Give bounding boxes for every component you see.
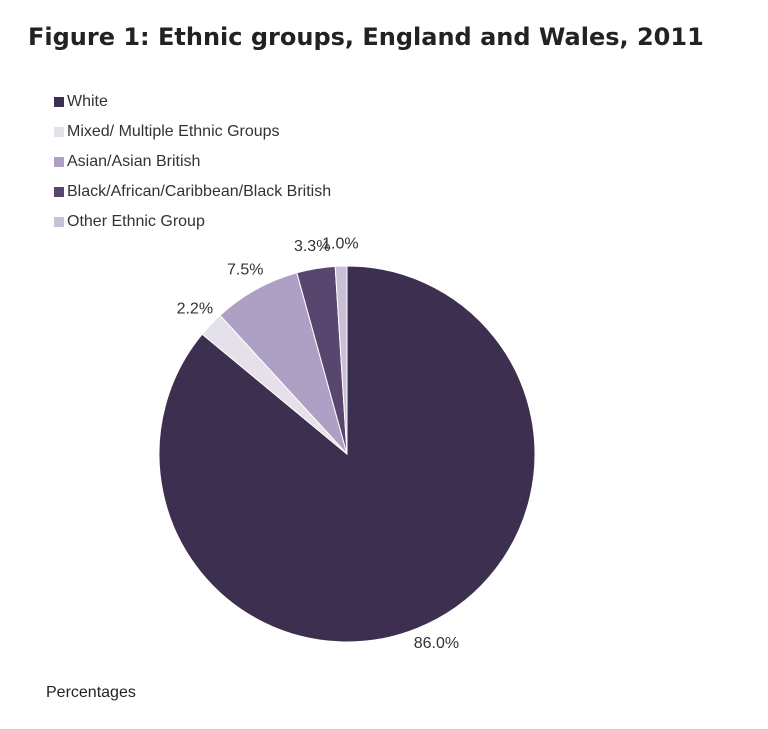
data-label: 2.2% bbox=[177, 301, 213, 318]
data-label: 7.5% bbox=[227, 262, 263, 279]
legend-swatch bbox=[54, 157, 64, 167]
data-label: 86.0% bbox=[414, 635, 459, 652]
legend-label: Black/African/Caribbean/Black British bbox=[67, 183, 331, 200]
data-label: 1.0% bbox=[322, 235, 358, 252]
chart-title: Figure 1: Ethnic groups, England and Wal… bbox=[28, 23, 704, 51]
legend-swatch bbox=[54, 217, 64, 227]
legend-label: Asian/Asian British bbox=[67, 153, 200, 170]
legend-swatch bbox=[54, 97, 64, 107]
legend-label: Mixed/ Multiple Ethnic Groups bbox=[67, 123, 280, 140]
data-label: 3.3% bbox=[294, 238, 330, 255]
legend-swatch bbox=[54, 187, 64, 197]
note: Percentages bbox=[46, 684, 136, 701]
legend-label: Other Ethnic Group bbox=[67, 213, 205, 230]
legend-swatch bbox=[54, 127, 64, 137]
legend-label: White bbox=[67, 93, 108, 110]
pie-slice bbox=[334, 265, 348, 455]
